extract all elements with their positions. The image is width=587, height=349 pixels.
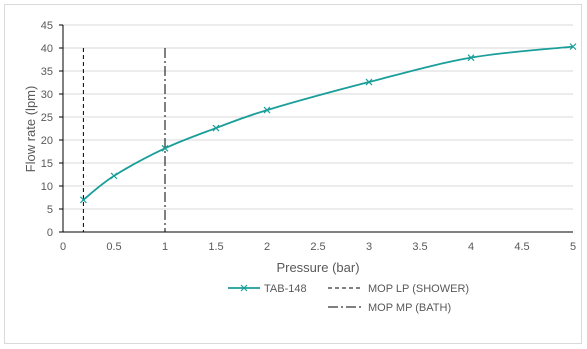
y-axis-label: Flow rate (lpm) [23, 86, 38, 173]
x-tick-label: 2.5 [310, 241, 325, 253]
data-point-marker [467, 54, 475, 62]
y-tick-label: 20 [41, 135, 53, 147]
legend-label-mp: MOP MP (BATH) [368, 302, 451, 314]
chart-frame [4, 4, 582, 344]
data-point-marker [263, 106, 271, 114]
x-tick-label: 4.5 [514, 241, 529, 253]
y-tick-label: 45 [41, 20, 53, 32]
x-tick-label: 3.5 [412, 241, 427, 253]
legend-label-lp: MOP LP (SHOWER) [368, 283, 469, 295]
y-tick-label: 35 [41, 66, 53, 78]
data-point-marker [365, 78, 373, 86]
tick-labels: 0 5 10 15 20 25 30 35 40 45 0 0.5 1 1.5 2 2.5 3 3.5 4 4.5 5 [41, 20, 576, 253]
data-point-marker [161, 144, 169, 152]
y-tick-label: 40 [41, 43, 53, 55]
reference-lines [82, 48, 166, 232]
series-layer [79, 43, 577, 204]
legend-label-series: TAB-148 [264, 283, 307, 295]
x-tick-label: 0.5 [106, 241, 121, 253]
x-tick-label: 4 [468, 241, 474, 253]
legend: TAB-148 MOP LP (SHOWER) MOP MP (BATH) [228, 283, 469, 314]
data-point-marker [79, 196, 87, 204]
y-tick-label: 5 [47, 204, 53, 216]
x-tick-label: 1 [162, 241, 168, 253]
x-tick-label: 2 [264, 241, 270, 253]
x-tick-label: 3 [366, 241, 372, 253]
data-point-marker [212, 124, 220, 132]
gridlines [63, 24, 573, 210]
axes [59, 24, 573, 233]
y-tick-label: 0 [47, 227, 53, 239]
y-tick-label: 15 [41, 158, 53, 170]
x-tick-label: 5 [570, 241, 576, 253]
x-axis-label: Pressure (bar) [276, 260, 359, 275]
x-tick-label: 1.5 [208, 241, 223, 253]
x-tick-label: 0 [60, 241, 66, 253]
y-tick-label: 25 [41, 112, 53, 124]
y-tick-label: 30 [41, 89, 53, 101]
data-point-marker [569, 43, 577, 51]
data-point-marker [110, 172, 118, 180]
series-line [82, 45, 574, 201]
legend-marker [240, 284, 248, 292]
y-tick-label: 10 [41, 181, 53, 193]
